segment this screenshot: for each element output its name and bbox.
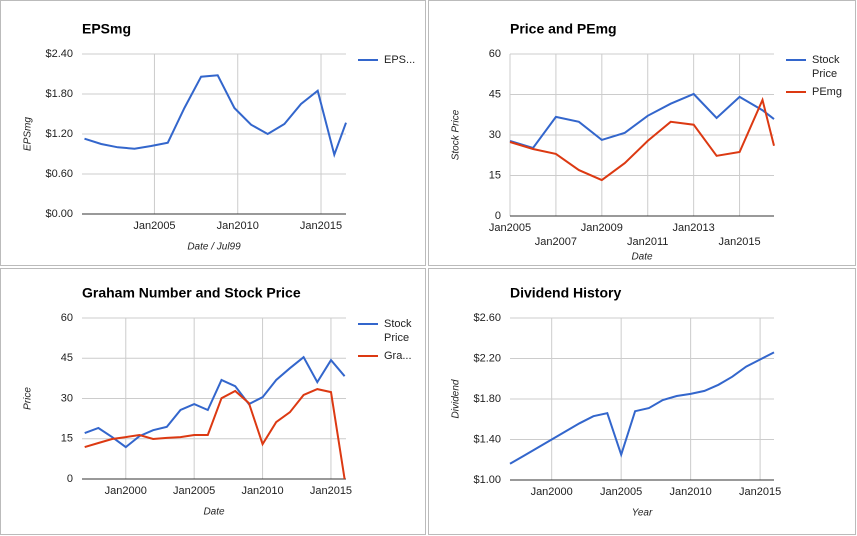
y-tick-label: 60 bbox=[61, 312, 73, 324]
panel bbox=[0, 0, 426, 266]
x-tick-label: Jan2000 bbox=[531, 486, 573, 498]
legend-label: Gra... bbox=[384, 350, 412, 362]
y-tick-label: $2.40 bbox=[45, 48, 73, 60]
y-tick-label: $1.80 bbox=[473, 393, 501, 405]
chart: EPSmg $0.00 $0.60 $1.20 $1.80 $2.40 Jan2005 Jan… bbox=[23, 21, 416, 253]
x-axis-label: Date bbox=[631, 252, 653, 263]
y-tick-label: $1.80 bbox=[45, 88, 73, 100]
series-line bbox=[509, 96, 775, 182]
y-tick-label: 0 bbox=[67, 473, 73, 485]
x-axis-label: Year bbox=[632, 508, 653, 519]
x-tick-label: Jan2013 bbox=[673, 222, 715, 234]
y-tick-label: 0 bbox=[495, 210, 501, 222]
y-tick-label: 45 bbox=[489, 88, 501, 100]
x-tick-label: Jan2005 bbox=[489, 222, 531, 234]
legend-label: EPS... bbox=[384, 54, 415, 66]
x-tick-label: Jan2015 bbox=[718, 236, 760, 248]
x-axis-label: Date bbox=[203, 507, 225, 518]
x-tick-label: Jan2015 bbox=[300, 220, 342, 232]
y-tick-label: 60 bbox=[489, 48, 501, 60]
x-tick-label: Jan2005 bbox=[133, 220, 175, 232]
x-axis-label: Date / Jul99 bbox=[187, 242, 241, 253]
chart-title: Price and PEmg bbox=[510, 21, 617, 37]
y-tick-label: $0.00 bbox=[45, 208, 73, 220]
y-tick-label: 30 bbox=[61, 392, 73, 404]
chart-title: Graham Number and Stock Price bbox=[82, 285, 301, 301]
y-tick-label: 45 bbox=[61, 352, 73, 364]
x-tick-label: Jan2000 bbox=[105, 485, 147, 497]
panel bbox=[428, 268, 856, 535]
series-line bbox=[84, 355, 346, 449]
series-line bbox=[509, 92, 775, 150]
y-axis-label: Price bbox=[23, 387, 34, 410]
y-tick-label: $2.20 bbox=[473, 352, 501, 364]
series-line bbox=[84, 388, 346, 480]
y-tick-label: $1.00 bbox=[473, 474, 501, 486]
panel bbox=[428, 0, 856, 266]
y-axis-label: EPSmg bbox=[23, 117, 34, 151]
y-axis-label: Stock Price bbox=[451, 109, 462, 160]
y-tick-label: 15 bbox=[489, 169, 501, 181]
x-tick-label: Jan2010 bbox=[217, 220, 259, 232]
y-tick-label: $1.20 bbox=[45, 128, 73, 140]
series-line bbox=[84, 74, 347, 159]
y-tick-label: $2.60 bbox=[473, 312, 501, 324]
legend-label: Stock Price bbox=[812, 54, 843, 80]
legend-label: PEmg bbox=[812, 86, 842, 98]
series-line bbox=[509, 351, 775, 465]
chart-title: EPSmg bbox=[82, 21, 131, 37]
x-tick-label: Jan2007 bbox=[535, 236, 577, 248]
chart-title: Dividend History bbox=[510, 285, 621, 301]
y-tick-label: 30 bbox=[489, 129, 501, 141]
x-tick-label: Jan2015 bbox=[310, 485, 352, 497]
x-tick-label: Jan2009 bbox=[581, 222, 623, 234]
chart: Graham Number and Stock Price 0 15 30 45 60 Ja… bbox=[23, 285, 415, 518]
y-axis-label: Dividend bbox=[451, 379, 462, 418]
panel bbox=[0, 268, 426, 535]
y-tick-label: $1.40 bbox=[473, 433, 501, 445]
x-tick-label: Jan2010 bbox=[670, 486, 712, 498]
x-tick-label: Jan2010 bbox=[241, 485, 283, 497]
y-tick-label: $0.60 bbox=[45, 168, 73, 180]
x-tick-label: Jan2005 bbox=[173, 485, 215, 497]
legend-label: Stock Price bbox=[384, 318, 415, 344]
chart: Dividend History $1.00 $1.40 $1.80 $2.20 $2.6… bbox=[451, 285, 782, 519]
x-tick-label: Jan2005 bbox=[600, 486, 642, 498]
x-tick-label: Jan2015 bbox=[739, 486, 781, 498]
chart: Price and PEmg 0 15 30 45 60 Jan2005 Jan2007 Jan… bbox=[451, 21, 843, 263]
x-tick-label: Jan2011 bbox=[627, 236, 668, 248]
y-tick-label: 15 bbox=[61, 433, 73, 445]
